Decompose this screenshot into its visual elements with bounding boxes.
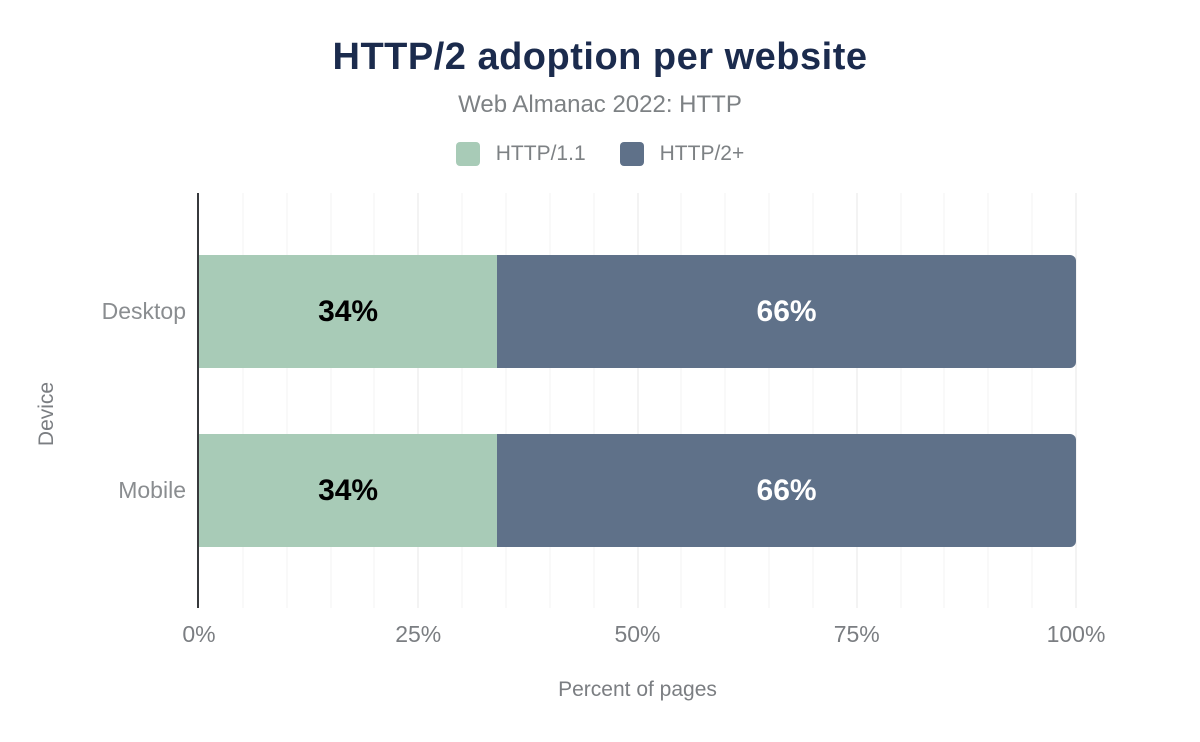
minor-gridline: [461, 193, 463, 608]
minor-gridline: [373, 193, 375, 608]
minor-gridline: [330, 193, 332, 608]
major-gridline: [1075, 193, 1077, 608]
major-gridline: [417, 193, 419, 608]
minor-gridline: [943, 193, 945, 608]
x-axis-title: Percent of pages: [558, 678, 717, 701]
major-gridline: [856, 193, 858, 608]
minor-gridline: [812, 193, 814, 608]
category-label-desktop: Desktop: [101, 298, 186, 324]
minor-gridline: [286, 193, 288, 608]
legend-item-http-2-: HTTP/2+: [619, 142, 745, 166]
minor-gridline: [724, 193, 726, 608]
bar-row-mobile: Mobile 34% 66%: [118, 434, 1076, 547]
chart-legend: HTTP/1.1 HTTP/2+: [0, 142, 1200, 166]
bar-segment-mobile-http-1-1: 34%: [199, 434, 498, 547]
bar-segment-desktop-http-1-1: 34%: [199, 255, 498, 368]
y-axis-title: Device: [35, 381, 58, 447]
legend-item-http-1-1: HTTP/1.1: [455, 142, 586, 166]
category-label-mobile: Mobile: [118, 477, 186, 503]
minor-gridline: [242, 193, 244, 608]
bar-segment-desktop-http-2-: 66%: [497, 255, 1076, 368]
minor-gridline: [593, 193, 595, 608]
minor-gridline: [900, 193, 902, 608]
bar-segment-mobile-http-2-: 66%: [497, 434, 1076, 547]
legend-swatch-icon: [619, 142, 644, 166]
legend-label: HTTP/2+: [659, 142, 745, 165]
minor-gridline: [680, 193, 682, 608]
chart-title: HTTP/2 adoption per website: [332, 36, 868, 78]
minor-gridline: [768, 193, 770, 608]
minor-gridline: [987, 193, 989, 608]
x-tick-label-75: 75%: [833, 621, 880, 647]
bar-row-desktop: Desktop 34% 66%: [102, 255, 1076, 368]
x-tick-label-100: 100%: [1046, 621, 1106, 647]
major-gridline: [637, 193, 638, 608]
x-tick-label-50: 50%: [614, 621, 661, 647]
chart-subtitle: Web Almanac 2022: HTTP: [458, 91, 742, 118]
minor-gridline: [549, 193, 551, 608]
x-tick-label-0: 0%: [182, 621, 216, 647]
plot-area: Desktop 34% 66% Mobile 34% 66% 0% 25% 50% 75% 100%: [102, 193, 1105, 647]
minor-gridline: [1031, 193, 1033, 608]
legend-label: HTTP/1.1: [495, 142, 586, 165]
x-tick-label-25: 25%: [395, 621, 442, 647]
y-axis-line: [197, 193, 199, 608]
legend-swatch-icon: [455, 142, 480, 166]
minor-gridline: [505, 193, 507, 608]
